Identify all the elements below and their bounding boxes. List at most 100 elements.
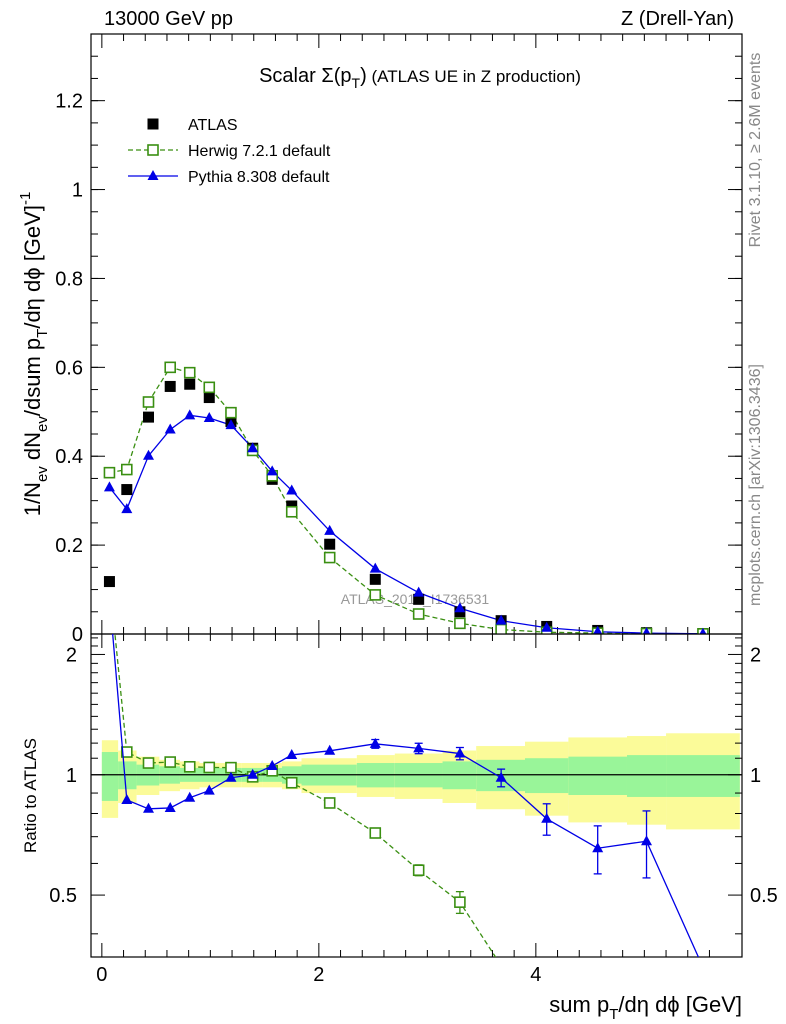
legend-marker [147,144,159,156]
data-point [541,621,553,632]
data-point [121,503,133,514]
data-point [412,608,425,620]
data-point [593,625,603,634]
ratio-point [286,748,298,759]
data-point [454,617,466,630]
data-point [142,396,155,408]
data-point [495,614,507,625]
ratio-point [266,759,278,770]
y-axis-label: 1/Nev​ dNev​/dsum pT​/dη dϕ [GeV]-1​ [17,192,51,517]
main-ytick-label: 1.2 [55,91,83,113]
data-point [203,412,215,422]
ratio-point [121,746,133,758]
ratio-point [183,760,196,773]
data-point [164,423,176,434]
legend-marker [147,170,159,180]
main-ytick-label: 0.4 [55,446,83,468]
chart-title: Scalar Σ(pT​) (ATLAS UE in Z production) [259,65,581,91]
data-point [369,562,381,573]
data-point [143,411,155,423]
ratio-point [454,896,466,908]
main-ytick-label: 0 [72,624,83,646]
band-inner-bin [101,752,119,801]
ratio-point [495,771,507,782]
main-ytick-label: 0.6 [55,357,83,379]
ratio-point [142,757,155,769]
data-point [143,449,155,460]
main-ytick-label: 0.2 [55,535,83,557]
ratio-ytick-label-right: 1 [750,765,761,787]
data-point [413,593,425,605]
data-point [103,481,115,492]
data-point [413,586,425,597]
ratio-point [247,768,259,779]
data-point [183,366,196,379]
ratio-y-axis-label: Ratio to ATLAS [21,738,40,853]
main-ytick-label: 1 [72,180,83,202]
band-inner-bin [525,758,569,794]
data-point [164,361,177,374]
ratio-point [164,801,176,812]
ratio-point [225,761,237,774]
band-inner-bin [666,755,740,797]
ratio-panel: 0 2 4 0.5 0.5 1 1 2 2 sum pT​/dη dϕ [GeV] Ratio to… [21,633,778,1023]
data-point [225,419,237,430]
band-inner-bin [568,756,627,795]
data-point [247,442,259,453]
ratio-point [184,791,196,802]
data-point [203,392,215,404]
legend: ATLAS Herwig 7.2.1 default Pythia 8.308 de… [128,117,331,186]
data-point [225,406,237,419]
ratio-ytick-label: 1 [66,765,77,787]
ratio-ytick-label-right: 0.5 [750,885,778,907]
legend-entry: ATLAS [188,117,238,134]
ratio-point [324,744,336,755]
data-point [454,602,466,613]
ratio-ytick-label: 0.5 [49,885,77,907]
ratio-point [369,737,381,748]
legend-marker [147,118,159,130]
band-inner-bin [626,755,667,797]
ratio-point [164,756,177,768]
header-process-label: 13000 GeV pp [104,8,233,30]
x-axis-label: sum pT​/dη dϕ [GeV] [549,992,742,1023]
ratio-point [413,742,425,753]
ratio-point [121,793,133,804]
data-point [642,627,651,634]
legend-entry: Pythia 8.308 default [188,169,330,186]
ratio-point [592,842,604,853]
data-point [286,484,298,495]
data-point [103,576,115,588]
ratio-point [203,784,215,795]
ratio-point [285,776,298,789]
ratio-point [412,864,425,877]
ratio-xtick-label: 2 [313,964,324,986]
ratio-xtick-label: 0 [96,964,107,986]
data-point [323,551,336,564]
data-point [121,463,133,476]
ratio-point [541,812,553,823]
ratio-point [369,827,382,839]
ratio-point [323,797,336,809]
ratio-data [112,634,700,957]
main-data [103,361,709,634]
data-point [266,465,278,476]
data-point [164,380,176,392]
data-point [495,623,507,634]
data-point [699,627,707,634]
ratio-point [225,771,237,782]
ratio-ytick-label: 2 [66,644,77,666]
data-point [324,524,336,535]
data-point [369,573,381,585]
ratio-point [143,802,155,813]
data-point [324,538,336,550]
ratio-frame [90,633,743,958]
main-panel: 0 0.2 0.4 0.6 0.8 1 1.2 Scalar Σ(pT​) (ATLAS UE… [17,33,743,646]
data-point [121,484,133,496]
main-ytick-label: 0.8 [55,268,83,290]
ratio-point [203,761,216,774]
ratio-xtick-label: 4 [530,964,541,986]
data-point [369,589,382,601]
data-point [203,381,216,394]
